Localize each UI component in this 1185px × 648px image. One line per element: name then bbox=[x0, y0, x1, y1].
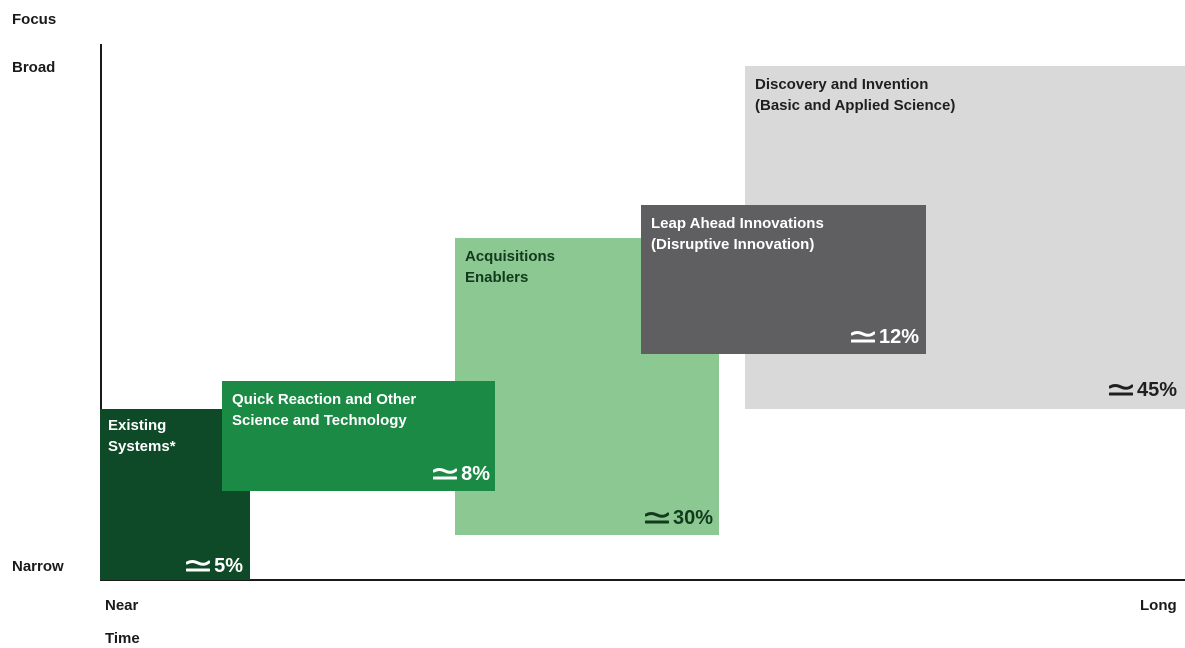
approximately-icon bbox=[433, 467, 458, 481]
approximately-icon bbox=[1108, 383, 1133, 397]
y-axis-title: Focus bbox=[12, 11, 57, 28]
quick-reaction-percent-group: 8% bbox=[433, 463, 490, 485]
acquisitions-enablers-title: Acquisitions Enablers bbox=[465, 248, 556, 286]
y-axis-broad-label: Broad bbox=[12, 59, 56, 76]
y-axis-line bbox=[100, 44, 102, 581]
approximately-icon bbox=[850, 330, 875, 344]
leap-ahead-title: Leap Ahead Innovations (Disruptive Innov… bbox=[651, 215, 824, 253]
x-axis-line bbox=[100, 579, 1185, 581]
leap-ahead-percent: 12% bbox=[878, 326, 919, 348]
discovery-invention-title: Discovery and Invention (Basic and Appli… bbox=[755, 76, 956, 114]
existing-systems-box: Existing Systems* 5% bbox=[100, 409, 250, 580]
discovery-invention-percent-group: 45% bbox=[1108, 379, 1177, 401]
approximately-icon bbox=[186, 559, 211, 573]
existing-systems-title: Existing Systems* bbox=[108, 417, 176, 455]
quick-reaction-percent: 8% bbox=[461, 463, 490, 485]
acquisitions-enablers-percent: 30% bbox=[672, 507, 713, 529]
x-axis-title: Time bbox=[105, 630, 140, 647]
existing-systems-percent: 5% bbox=[214, 555, 243, 577]
acquisitions-enablers-percent-group: 30% bbox=[644, 507, 713, 529]
x-axis-near-label: Near bbox=[105, 597, 139, 614]
discovery-invention-percent: 45% bbox=[1136, 379, 1177, 401]
leap-ahead-percent-group: 12% bbox=[850, 326, 919, 348]
y-axis-narrow-label: Narrow bbox=[12, 558, 64, 575]
quick-reaction-box: Quick Reaction and Other Science and Tec… bbox=[222, 381, 495, 491]
x-axis-long-label: Long bbox=[1140, 597, 1177, 614]
existing-systems-percent-group: 5% bbox=[186, 555, 243, 577]
approximately-icon bbox=[644, 511, 669, 525]
leap-ahead-box: Leap Ahead Innovations (Disruptive Innov… bbox=[641, 205, 926, 354]
quick-reaction-title: Quick Reaction and Other Science and Tec… bbox=[232, 391, 417, 429]
